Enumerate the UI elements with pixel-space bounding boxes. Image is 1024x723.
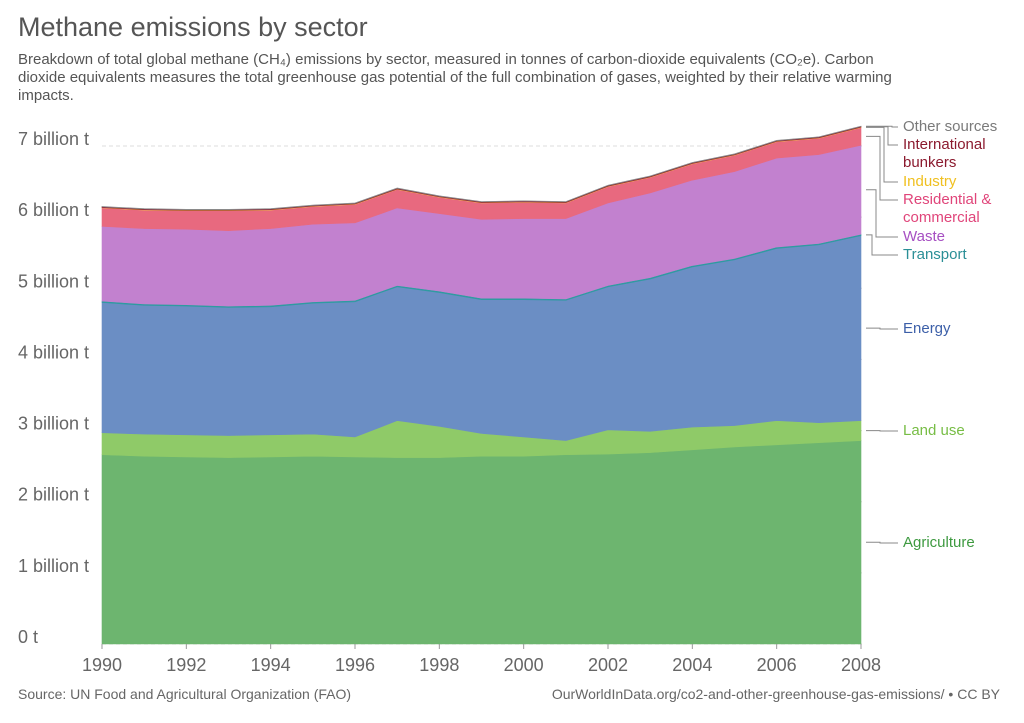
legend-connector bbox=[866, 126, 898, 183]
chart-title: Methane emissions by sector bbox=[18, 12, 368, 42]
x-tick-label: 2006 bbox=[757, 655, 797, 675]
legend-label: Residential & commercial bbox=[903, 191, 992, 226]
legend-label: Waste bbox=[903, 228, 945, 245]
area bbox=[101, 440, 862, 645]
legend-label: International bunkers bbox=[903, 136, 986, 171]
x-tick-label: 1992 bbox=[166, 655, 206, 675]
y-tick-label: 3 billion t bbox=[18, 414, 89, 434]
x-tick-label: 2000 bbox=[504, 655, 544, 675]
legend-label: Land use bbox=[903, 422, 965, 439]
legend-label: Industry bbox=[903, 173, 957, 190]
legend-connector bbox=[866, 126, 898, 146]
x-tick-label: 1998 bbox=[419, 655, 459, 675]
legend-label: Other sources bbox=[903, 118, 998, 135]
y-tick-label: 5 billion t bbox=[18, 271, 89, 291]
chart-subtitle: Breakdown of total global methane (CH₄) … bbox=[18, 51, 892, 104]
y-tick-label: 1 billion t bbox=[18, 556, 89, 576]
y-tick-label: 0 t bbox=[18, 627, 38, 647]
x-tick-label: 2004 bbox=[672, 655, 712, 675]
y-tick-label: 4 billion t bbox=[18, 342, 89, 362]
legend-connector bbox=[866, 125, 898, 128]
credit: OurWorldInData.org/co2-and-other-greenho… bbox=[551, 686, 1000, 702]
legend-connector bbox=[866, 541, 898, 544]
y-tick-label: 7 billion t bbox=[18, 129, 89, 149]
legend-connector bbox=[866, 189, 898, 238]
legend-label: Agriculture bbox=[903, 534, 975, 551]
source: Source: UN Food and Agricultural Organiz… bbox=[18, 686, 352, 702]
x-tick-label: 2008 bbox=[841, 655, 881, 675]
legend-label: Transport bbox=[903, 246, 967, 263]
legend-connector bbox=[866, 327, 898, 330]
x-tick-label: 2002 bbox=[588, 655, 628, 675]
y-tick-label: 6 billion t bbox=[18, 200, 89, 220]
y-tick-label: 2 billion t bbox=[18, 485, 89, 505]
legend-connector bbox=[866, 234, 898, 256]
legend-connector bbox=[866, 135, 898, 201]
area bbox=[101, 125, 862, 210]
x-tick-label: 1996 bbox=[335, 655, 375, 675]
x-tick-label: 1990 bbox=[82, 655, 122, 675]
x-tick-label: 1994 bbox=[251, 655, 291, 675]
legend-label: Energy bbox=[903, 320, 951, 337]
